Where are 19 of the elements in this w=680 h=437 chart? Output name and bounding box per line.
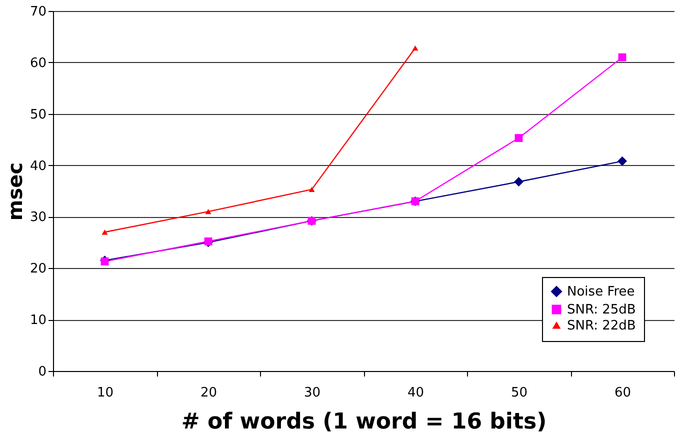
y-tick-label: 40	[30, 158, 46, 174]
x-axis-title: # of words (1 word = 16 bits)	[181, 410, 547, 434]
y-tick-label: 0	[38, 364, 46, 380]
y-tick-label: 60	[30, 56, 46, 71]
x-tick-label: 40	[407, 386, 424, 400]
y-axis-title: msec	[2, 162, 27, 221]
x-tick-label: 20	[200, 386, 218, 400]
legend-label: SNR: 22dB	[567, 318, 636, 334]
y-tick-label: 20	[30, 262, 46, 277]
x-tick-label: 60	[614, 386, 632, 400]
y-tick-label: 50	[30, 107, 46, 122]
x-tick-label: 10	[96, 386, 114, 400]
y-tick-label: 70	[30, 4, 46, 20]
y-tick-label: 10	[30, 313, 46, 328]
y-tick-label: 30	[30, 210, 46, 226]
legend-label: Noise Free	[567, 284, 635, 300]
legend-label: SNR: 25dB	[567, 302, 636, 318]
x-tick-label: 30	[304, 386, 321, 400]
x-tick-label: 50	[510, 386, 528, 400]
